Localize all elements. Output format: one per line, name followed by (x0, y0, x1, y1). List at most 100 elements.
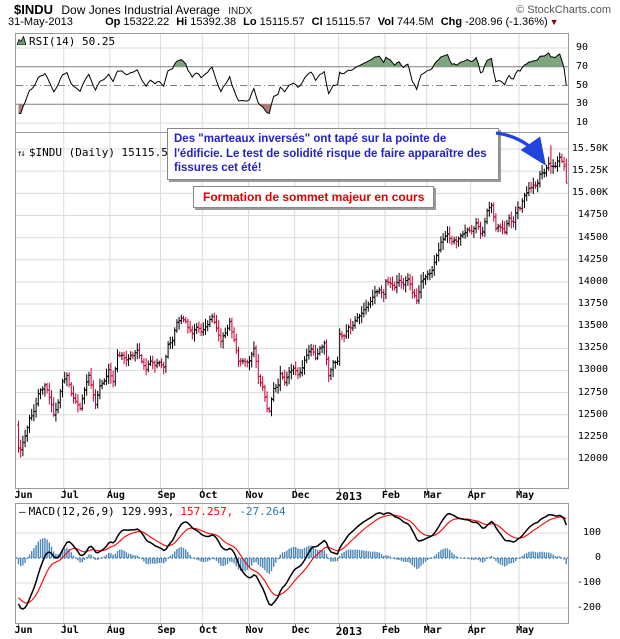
month-label: May (516, 490, 535, 501)
month-tick (384, 489, 386, 492)
month-tick (470, 489, 472, 492)
change-direction-icon[interactable]: ▼ (549, 17, 559, 27)
month-tick (294, 489, 296, 492)
price-y-axis-label: 13500 (577, 320, 608, 332)
month-tick (63, 489, 65, 492)
month-label: Aug (106, 625, 125, 636)
month-tick (519, 489, 521, 492)
month-tick (338, 489, 340, 492)
price-y-axis-label: 13250 (577, 342, 608, 354)
macd-y-axis-label: -100 (576, 577, 601, 588)
month-label: 2013 (335, 490, 363, 503)
price-y-axis-label: 12500 (577, 408, 608, 420)
rsi-y-axis-label: 10 (575, 117, 588, 129)
month-tick (202, 624, 204, 627)
month-label: Jul (60, 625, 79, 636)
month-label: Jun (14, 625, 33, 636)
month-tick (470, 624, 472, 627)
month-label: Mar (423, 490, 442, 501)
month-label: Oct (199, 490, 218, 501)
macd-indicator-label: — MACD(12,26,9) 129.993, 157.257, -27.264 (19, 505, 286, 518)
month-tick (63, 624, 65, 627)
month-tick (109, 489, 111, 492)
month-tick (17, 489, 19, 492)
macd-style-icon: — (19, 505, 26, 518)
annotation-red-note[interactable]: Formation de sommet majeur en cours (193, 186, 435, 208)
price-y-axis-label: 14500 (577, 231, 608, 243)
annotation-blue-note[interactable]: Des "marteaux inversés" ont tapé sur la … (167, 128, 499, 181)
rsi-y-axis-label: 50 (575, 79, 588, 91)
month-label: Jun (14, 490, 33, 501)
price-y-axis-label: 14000 (577, 275, 608, 287)
month-label: Dec (291, 490, 310, 501)
month-label: Apr (467, 490, 486, 501)
chart-header: $INDU Dow Jones Industrial Average INDX (14, 2, 252, 17)
rsi-panel (15, 33, 569, 133)
macd-y-axis-label: -200 (576, 602, 601, 613)
quote-value: -208.96 (-1.36%) (465, 16, 548, 28)
price-y-axis-label: 15.50K (571, 143, 608, 155)
month-label: Jul (60, 490, 79, 501)
month-label: Feb (381, 490, 400, 501)
price-x-axis: Jun Jul Aug Sep Oct Nov Dec 2013 Feb Mar Apr May (0, 489, 620, 503)
macd-hist-value: -27.264 (239, 505, 286, 518)
quote-label: Hi (176, 16, 188, 28)
rsi-y-axis-label: 70 (575, 60, 588, 72)
month-label: May (516, 625, 535, 636)
quote-value: 15392.38 (190, 16, 237, 28)
price-y-axis-label: 13000 (577, 364, 608, 376)
quote-date: 31-May-2013 (8, 16, 73, 28)
quote-label: Cl (311, 16, 323, 28)
month-tick (160, 489, 162, 492)
month-tick (109, 624, 111, 627)
rsi-indicator-label: RSI(14) 50.25 (16, 35, 115, 48)
quote-chg: Chg -208.96 (-1.36%) ▼ (441, 16, 559, 28)
month-label: Nov (245, 625, 264, 636)
quote-lo: Lo 15115.57 (243, 16, 305, 28)
macd-signal-value: 157.257, (180, 505, 234, 518)
month-label: Mar (423, 625, 442, 636)
copyright: © StockCharts.com (516, 4, 611, 16)
rsi-plot (16, 34, 568, 132)
price-plot-label: ↑↓ $INDU (Daily) 15115.57 (17, 146, 175, 159)
quote-label: Op (105, 16, 121, 28)
month-label: Apr (467, 625, 486, 636)
month-tick (426, 489, 428, 492)
month-tick (202, 489, 204, 492)
month-tick (384, 624, 386, 627)
price-style-icon: ↑↓ (17, 149, 26, 159)
macd-y-axis-label: 100 (582, 527, 601, 538)
price-y-axis-label: 15.00K (571, 187, 608, 199)
exchange: INDX (228, 6, 253, 17)
price-y-axis-label: 14750 (577, 209, 608, 221)
month-label: Nov (245, 490, 264, 501)
month-tick (248, 624, 250, 627)
month-label: Aug (106, 490, 125, 501)
month-label: Feb (381, 625, 400, 636)
price-y-axis-label: 12750 (577, 386, 608, 398)
quote-value: 15115.57 (259, 16, 305, 28)
price-y-axis-label: 13750 (577, 298, 608, 310)
month-tick (160, 624, 162, 627)
quote-op: Op 15322.22 (105, 16, 169, 28)
month-tick (338, 624, 340, 627)
rsi-y-axis-label: 90 (575, 41, 588, 53)
quote-values: Op 15322.22 Hi 15392.38 Lo 15115.57 Cl 15115.57… (105, 16, 566, 28)
quote-hi: Hi 15392.38 (176, 16, 236, 28)
month-tick (248, 489, 250, 492)
price-y-axis-label: 12000 (577, 453, 608, 465)
macd-plot (16, 504, 568, 623)
price-y-axis-label: 15.25K (571, 165, 608, 177)
month-label: Oct (199, 625, 218, 636)
price-y-axis-label: 14250 (577, 253, 608, 265)
month-tick (519, 624, 521, 627)
quote-label: Lo (243, 16, 257, 28)
quote-vol: Vol 744.5M (378, 16, 434, 28)
quote-value: 15322.22 (123, 16, 170, 28)
month-tick (294, 624, 296, 627)
price-plot (16, 133, 568, 488)
quote-cl: Cl 15115.57 (312, 16, 371, 28)
symbol: $INDU (14, 2, 54, 17)
quote-value: 744.5M (397, 16, 434, 28)
